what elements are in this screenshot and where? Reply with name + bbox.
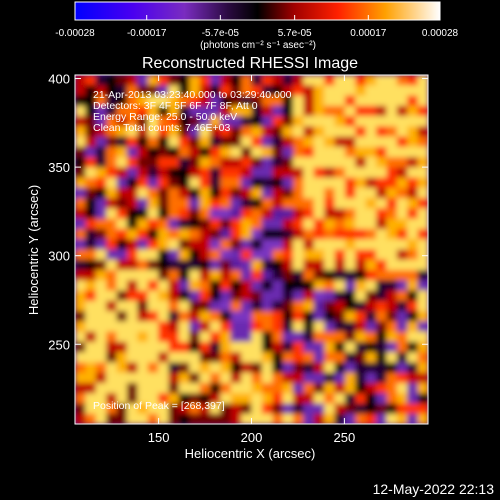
colorbar-tick-label: 0.00028 [422,28,459,39]
y-axis-label: Heliocentric Y (arcsec) [26,185,41,315]
y-tick-label: 300 [48,249,70,264]
colorbar-tick-label: -0.00028 [55,28,95,39]
heatmap-image [75,75,428,424]
colorbar-gradient [74,1,441,21]
colorbar-tick-label: 0.00017 [350,28,387,39]
chart-title: Reconstructed RHESSI Image [142,55,358,72]
colorbar-tick-labels: -0.00028 -0.00017 -5.7e-05 5.7e-05 0.00017 0.… [55,28,458,39]
annotation-clean-counts: Clean Total counts: 7.46E+03 [93,122,230,134]
colorbar-tick-label: -0.00017 [127,28,167,39]
annotation-energy-range: Energy Range: 25.0 - 50.0 keV [93,111,237,123]
colorbar-tick-label: -5.7e-05 [202,28,240,39]
annotation-time-range: 21-Apr-2013 03:23:40.000 to 03:29:40.000 [93,89,292,101]
peak-position-label: Position of Peak = [268,397] [93,400,225,412]
annotation-block: 21-Apr-2013 03:23:40.000 to 03:29:40.000… [93,89,292,134]
colorbar: -0.00028 -0.00017 -5.7e-05 5.7e-05 0.00017 0.… [55,1,459,51]
y-tick-label: 400 [48,72,70,87]
colorbar-tick-label: 5.7e-05 [278,28,312,39]
annotation-detectors: Detectors: 3F 4F 5F 6F 7F 8F, Att 0 [93,100,258,112]
x-axis: 150 200 250 [148,75,355,445]
x-tick-label: 200 [241,430,263,445]
x-tick-label: 250 [334,430,356,445]
y-axis: 250 300 350 400 [48,72,428,352]
colorbar-ticks [74,15,441,20]
x-axis-label: Heliocentric X (arcsec) [185,446,316,461]
y-tick-label: 350 [48,160,70,175]
x-tick-label: 150 [148,430,170,445]
colorbar-units: (photons cm⁻² s⁻¹ asec⁻²) [200,40,316,51]
plot-timestamp: 12-May-2022 22:13 [373,481,495,497]
y-tick-label: 250 [48,337,70,352]
